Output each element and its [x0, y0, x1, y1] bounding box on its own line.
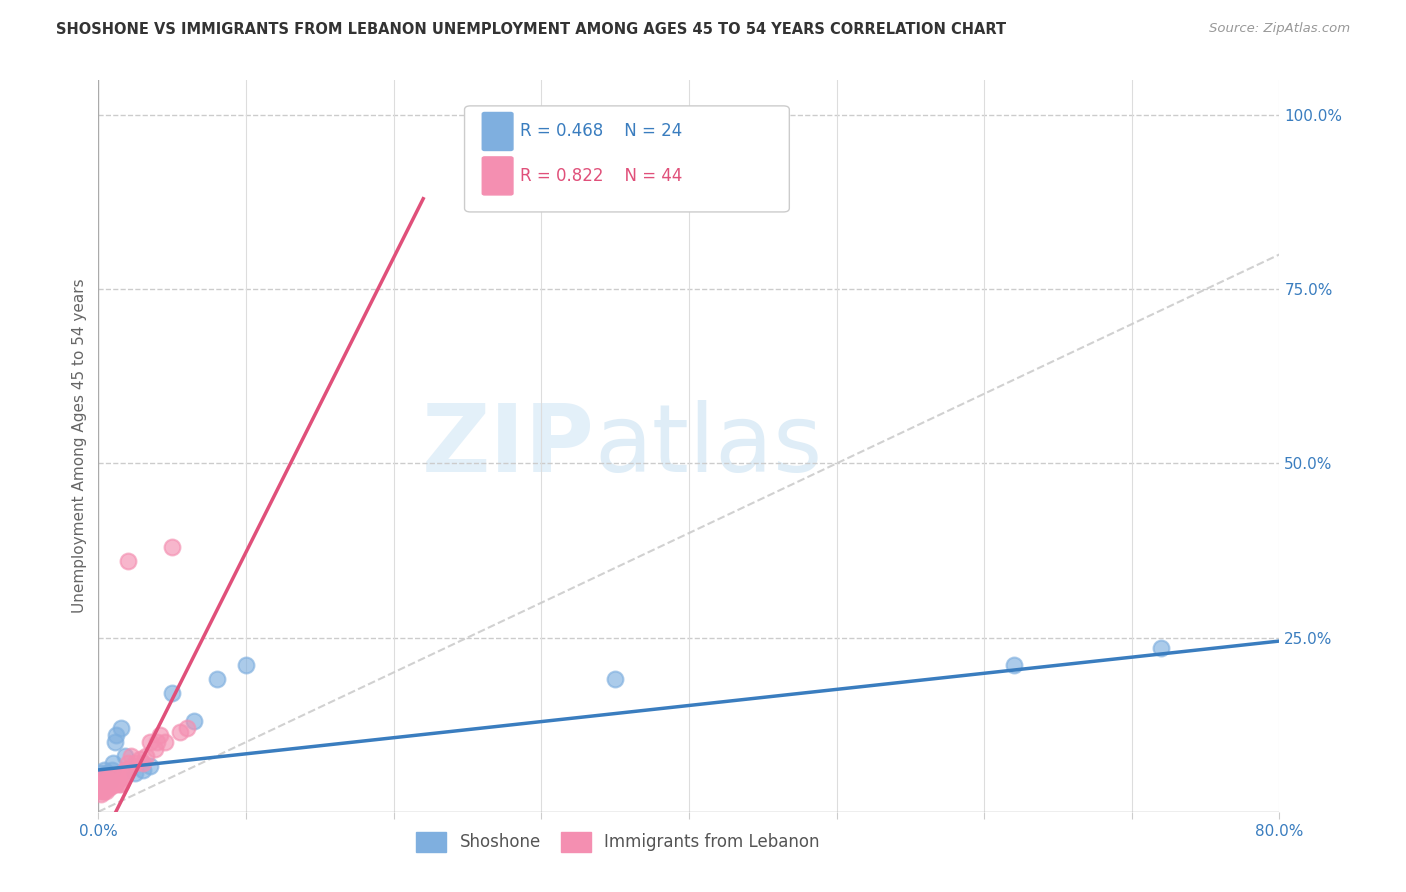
Point	[103, 770, 125, 784]
Point	[124, 766, 146, 780]
Point	[107, 770, 129, 784]
FancyBboxPatch shape	[482, 112, 513, 151]
Point	[91, 770, 114, 784]
Point	[114, 749, 136, 764]
Point	[112, 770, 135, 784]
Point	[98, 770, 121, 784]
Point	[176, 721, 198, 735]
Point	[135, 749, 157, 764]
Point	[235, 658, 257, 673]
Point	[162, 686, 183, 700]
Point	[96, 766, 118, 780]
Point	[94, 784, 117, 798]
FancyBboxPatch shape	[464, 106, 789, 212]
Point	[1002, 658, 1025, 673]
Point	[103, 756, 125, 770]
Point	[89, 784, 111, 798]
Point	[90, 780, 112, 795]
Point	[94, 770, 117, 784]
Point	[105, 728, 128, 742]
Point	[98, 780, 121, 795]
Text: SHOSHONE VS IMMIGRANTS FROM LEBANON UNEMPLOYMENT AMONG AGES 45 TO 54 YEARS CORRE: SHOSHONE VS IMMIGRANTS FROM LEBANON UNEM…	[56, 22, 1007, 37]
Text: atlas: atlas	[595, 400, 823, 492]
Point	[110, 721, 132, 735]
Point	[90, 766, 112, 780]
Point	[104, 777, 127, 791]
Point	[96, 773, 118, 788]
Point	[93, 763, 115, 777]
Point	[105, 777, 128, 791]
Point	[90, 773, 112, 788]
Point	[91, 770, 114, 784]
Point	[115, 763, 138, 777]
Point	[153, 735, 176, 749]
Point	[91, 777, 114, 791]
Point	[124, 756, 146, 770]
Point	[110, 777, 132, 791]
Point	[139, 759, 162, 773]
Point	[117, 554, 139, 568]
Point	[132, 763, 155, 777]
Point	[128, 752, 150, 766]
Point	[89, 773, 111, 788]
Point	[205, 673, 228, 687]
Point	[98, 773, 121, 788]
Legend: Shoshone, Immigrants from Lebanon: Shoshone, Immigrants from Lebanon	[409, 826, 827, 858]
Point	[97, 770, 120, 784]
Point	[162, 540, 183, 554]
Point	[90, 787, 112, 801]
Point	[100, 763, 122, 777]
Text: ZIP: ZIP	[422, 400, 595, 492]
Point	[94, 773, 117, 788]
Point	[100, 777, 122, 791]
Point	[91, 784, 114, 798]
Point	[89, 777, 111, 791]
Point	[97, 780, 120, 795]
Point	[169, 724, 191, 739]
Point	[93, 777, 115, 791]
Point	[149, 728, 172, 742]
Point	[132, 756, 155, 770]
Point	[104, 735, 127, 749]
Point	[97, 773, 120, 788]
FancyBboxPatch shape	[482, 157, 513, 195]
Point	[605, 673, 627, 687]
Text: R = 0.822    N = 44: R = 0.822 N = 44	[520, 167, 682, 185]
Point	[93, 784, 115, 798]
Point	[114, 763, 136, 777]
Text: Source: ZipAtlas.com: Source: ZipAtlas.com	[1209, 22, 1350, 36]
Point	[111, 770, 134, 784]
Point	[139, 735, 162, 749]
Point	[96, 780, 118, 795]
Point	[183, 714, 205, 728]
Point	[146, 735, 169, 749]
Point	[108, 777, 131, 791]
Point	[143, 742, 166, 756]
Point	[117, 756, 139, 770]
Y-axis label: Unemployment Among Ages 45 to 54 years: Unemployment Among Ages 45 to 54 years	[72, 278, 87, 614]
Point	[120, 749, 142, 764]
Text: R = 0.468    N = 24: R = 0.468 N = 24	[520, 122, 682, 140]
Point	[1150, 640, 1173, 655]
